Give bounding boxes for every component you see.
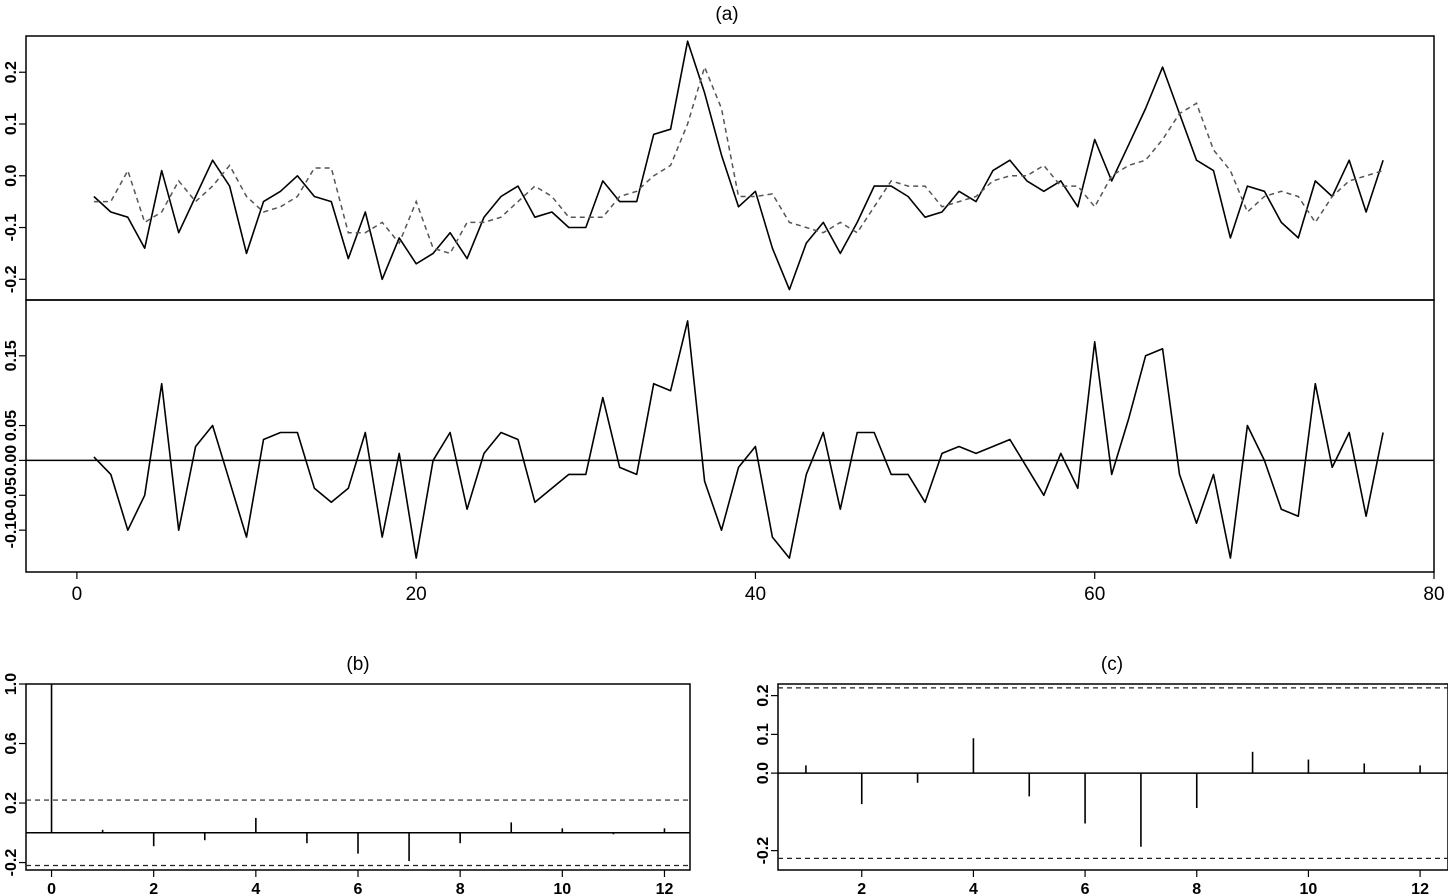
panel-a-lower-x-tick-label: 20 xyxy=(406,584,427,605)
panel-c-frame xyxy=(777,683,1448,871)
panel-b-y-tick-label: 0.6 xyxy=(3,732,20,754)
panel-c-y-axis: -0.2 0.0 0.1 0.2 xyxy=(755,684,778,864)
panel-a-lower-series xyxy=(93,320,1384,559)
panel-a-title: (a) xyxy=(715,4,738,25)
panel-b-x-axis: 0 2 4 6 8 10 12 xyxy=(47,870,673,894)
panel-b-y-axis: -0.2 0.2 0.6 1.0 xyxy=(3,673,26,877)
panel-a-lower-y-tick-label: -0.05 xyxy=(3,477,20,514)
panel-a-lower-x-axis: 0 20 40 60 80 xyxy=(72,572,1445,605)
panel-a-lower-series-line xyxy=(93,320,1384,559)
panel-b-x-tick-label: 4 xyxy=(251,881,260,894)
panel-a-lower-x-tick-label: 40 xyxy=(745,584,766,605)
panel-a-lower-x-tick-label: 0 xyxy=(72,584,83,605)
panel-b-y-tick-label: 0.2 xyxy=(3,792,20,814)
panel-a-y-tick-label: 0.1 xyxy=(3,113,20,135)
panel-a-lower-y-axis: -0.10-0.050.00 0.05 0.15 xyxy=(3,340,26,548)
panel-c-x-tick-label: 10 xyxy=(1300,881,1318,894)
panel-c-title: (c) xyxy=(1101,654,1123,675)
panel-a-lower-y-tick-label: 0.15 xyxy=(3,340,20,371)
panel-a-lower-frame xyxy=(25,299,1435,573)
panel-c-x-tick-label: 8 xyxy=(1192,881,1201,894)
panel-a-lower-x-tick-label: 80 xyxy=(1423,584,1444,605)
panel-a-series xyxy=(93,40,1384,291)
panel-a-lower: -0.10-0.050.00 0.05 0.15 0 20 40 60 80 xyxy=(3,299,1445,605)
panel-a-series-solid-line xyxy=(93,40,1384,291)
panel-a-y-axis: -0.2 -0.1 0.0 0.1 0.2 xyxy=(3,61,26,293)
panel-b-y-tick-label: 1.0 xyxy=(3,673,20,695)
panel-b-x-tick-label: 2 xyxy=(149,881,158,894)
panel-a-lower-y-tick-label: -0.10 xyxy=(3,512,20,549)
panel-c-x-tick-label: 12 xyxy=(1411,881,1429,894)
panel-b-x-tick-label: 10 xyxy=(553,881,571,894)
panel-a-y-tick-label: -0.2 xyxy=(3,265,20,293)
panel-c-y-tick-label: -0.2 xyxy=(755,837,772,865)
panel-a-lower-x-tick-label: 60 xyxy=(1084,584,1105,605)
panel-c-y-tick-label: 0.0 xyxy=(755,762,772,784)
panel-c-x-axis: 2 4 6 8 10 12 xyxy=(857,870,1429,894)
panel-a-y-tick-label: 0.0 xyxy=(3,165,20,187)
panel-b-x-tick-label: 12 xyxy=(656,881,674,894)
panel-c-x-tick-label: 2 xyxy=(857,881,866,894)
panel-b-bars xyxy=(26,684,690,867)
panel-b-x-tick-label: 6 xyxy=(354,881,363,894)
panel-b-y-tick-label: -0.2 xyxy=(3,849,20,877)
panel-c-x-tick-label: 4 xyxy=(969,881,978,894)
panel-a-frame xyxy=(25,35,1435,301)
panel-a-y-tick-label: 0.2 xyxy=(3,61,20,83)
panel-b-x-tick-label: 0 xyxy=(47,881,56,894)
panel-a-lower-y-tick-label: 0.00 xyxy=(3,445,20,476)
panel-b: (b) -0.2 0.2 0.6 1.0 0 2 4 6 8 10 12 xyxy=(3,654,691,894)
panel-c: (c) -0.2 0.0 0.1 0.2 2 4 6 8 10 12 xyxy=(755,654,1448,894)
panel-a-y-tick-label: -0.1 xyxy=(3,214,20,242)
panel-c-bars xyxy=(778,687,1448,859)
panel-a: (a) -0.2 -0.1 0.0 0.1 0.2 xyxy=(3,4,1435,301)
panel-b-x-tick-label: 8 xyxy=(456,881,465,894)
panel-c-x-tick-label: 6 xyxy=(1081,881,1090,894)
panel-a-series-dashed-line xyxy=(93,64,1384,255)
panel-c-y-tick-label: 0.1 xyxy=(755,723,772,745)
panel-b-title: (b) xyxy=(346,654,369,675)
panel-c-y-tick-label: 0.2 xyxy=(755,684,772,706)
panel-a-lower-y-tick-label: 0.05 xyxy=(3,410,20,441)
